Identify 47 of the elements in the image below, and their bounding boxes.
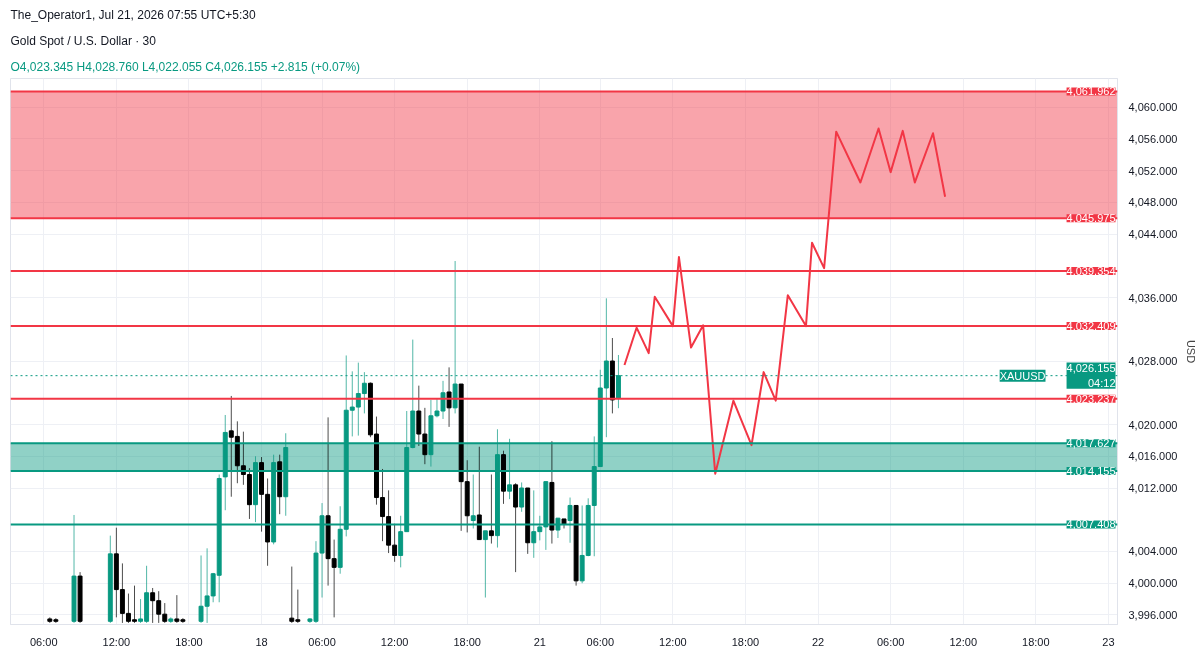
text: XAUUSD (999, 369, 1046, 382)
x-tick-label: 18:00 (175, 635, 203, 648)
x-tick-label: 22 (811, 635, 825, 648)
x-tick-label: 12:00 (949, 635, 978, 648)
y-tick-label: 3,996.000 (1128, 608, 1178, 621)
x-tick-label: 18:00 (453, 635, 481, 648)
x-tick-label: 18:00 (731, 635, 760, 648)
text: The_Operator1, Jul 21, 2026 07:55 UTC+5:30 (10, 7, 256, 22)
chart-subtitle: O4,023.345 H4,028.760 L4,022.055 C4,026.155 +2.815 (+0.07%) (10, 59, 361, 74)
ref-line-label: 4,039.354 (1066, 264, 1116, 277)
x-tick-label: 06:00 (30, 635, 58, 648)
ref-line-label: 4,023.237 (1066, 392, 1116, 405)
y-tick-label: 4,060.000 (1128, 101, 1178, 114)
x-tick-label: 12:00 (659, 635, 687, 648)
x-tick-label: 18:00 (1022, 635, 1050, 648)
x-tick-label: 23 (1102, 635, 1115, 648)
ref-line-label: 4,045.975 (1066, 212, 1116, 225)
x-tick-label: 06:00 (586, 635, 615, 648)
candlestick (488, 474, 494, 545)
x-tick-label: 21 (533, 635, 546, 648)
x-tick-label: 06:00 (308, 635, 336, 648)
y-tick-label: 4,028.000 (1128, 355, 1178, 368)
ref-line-label: 4,017.627 (1066, 437, 1116, 450)
ref-line-label: 4,014.155 (1066, 464, 1116, 477)
y-tick-label: 4,004.000 (1128, 545, 1178, 558)
candlestick (513, 482, 519, 573)
x-tick-label: 06:00 (876, 635, 905, 648)
chart-title: Gold Spot / U.S. Dollar · 30 (10, 33, 157, 48)
y-tick-label: 4,016.000 (1128, 450, 1178, 463)
y-tick-label: 4,056.000 (1128, 132, 1178, 145)
candlestick (446, 366, 452, 428)
y-tick-label: 4,052.000 (1128, 164, 1178, 177)
ref-line-label: 4,061.962 (1066, 85, 1116, 98)
x-tick-label: 12:00 (102, 635, 131, 648)
y-tick-label: 4,000.000 (1128, 577, 1178, 590)
y-axis-title: USD (1185, 339, 1198, 364)
y-tick-label: 4,036.000 (1128, 291, 1178, 304)
ref-line-label: 4,032.409 (1066, 320, 1116, 333)
ref-line-label: 4,007.408 (1066, 518, 1116, 531)
y-tick-label: 4,044.000 (1128, 228, 1178, 241)
candlestick (482, 530, 488, 599)
x-tick-label: 18 (255, 635, 268, 648)
y-tick-label: 4,012.000 (1128, 482, 1178, 494)
y-tick-label: 4,048.000 (1128, 196, 1178, 209)
x-tick-label: 12:00 (380, 635, 409, 648)
y-tick-label: 4,020.000 (1128, 418, 1178, 431)
candlestick (519, 481, 525, 513)
